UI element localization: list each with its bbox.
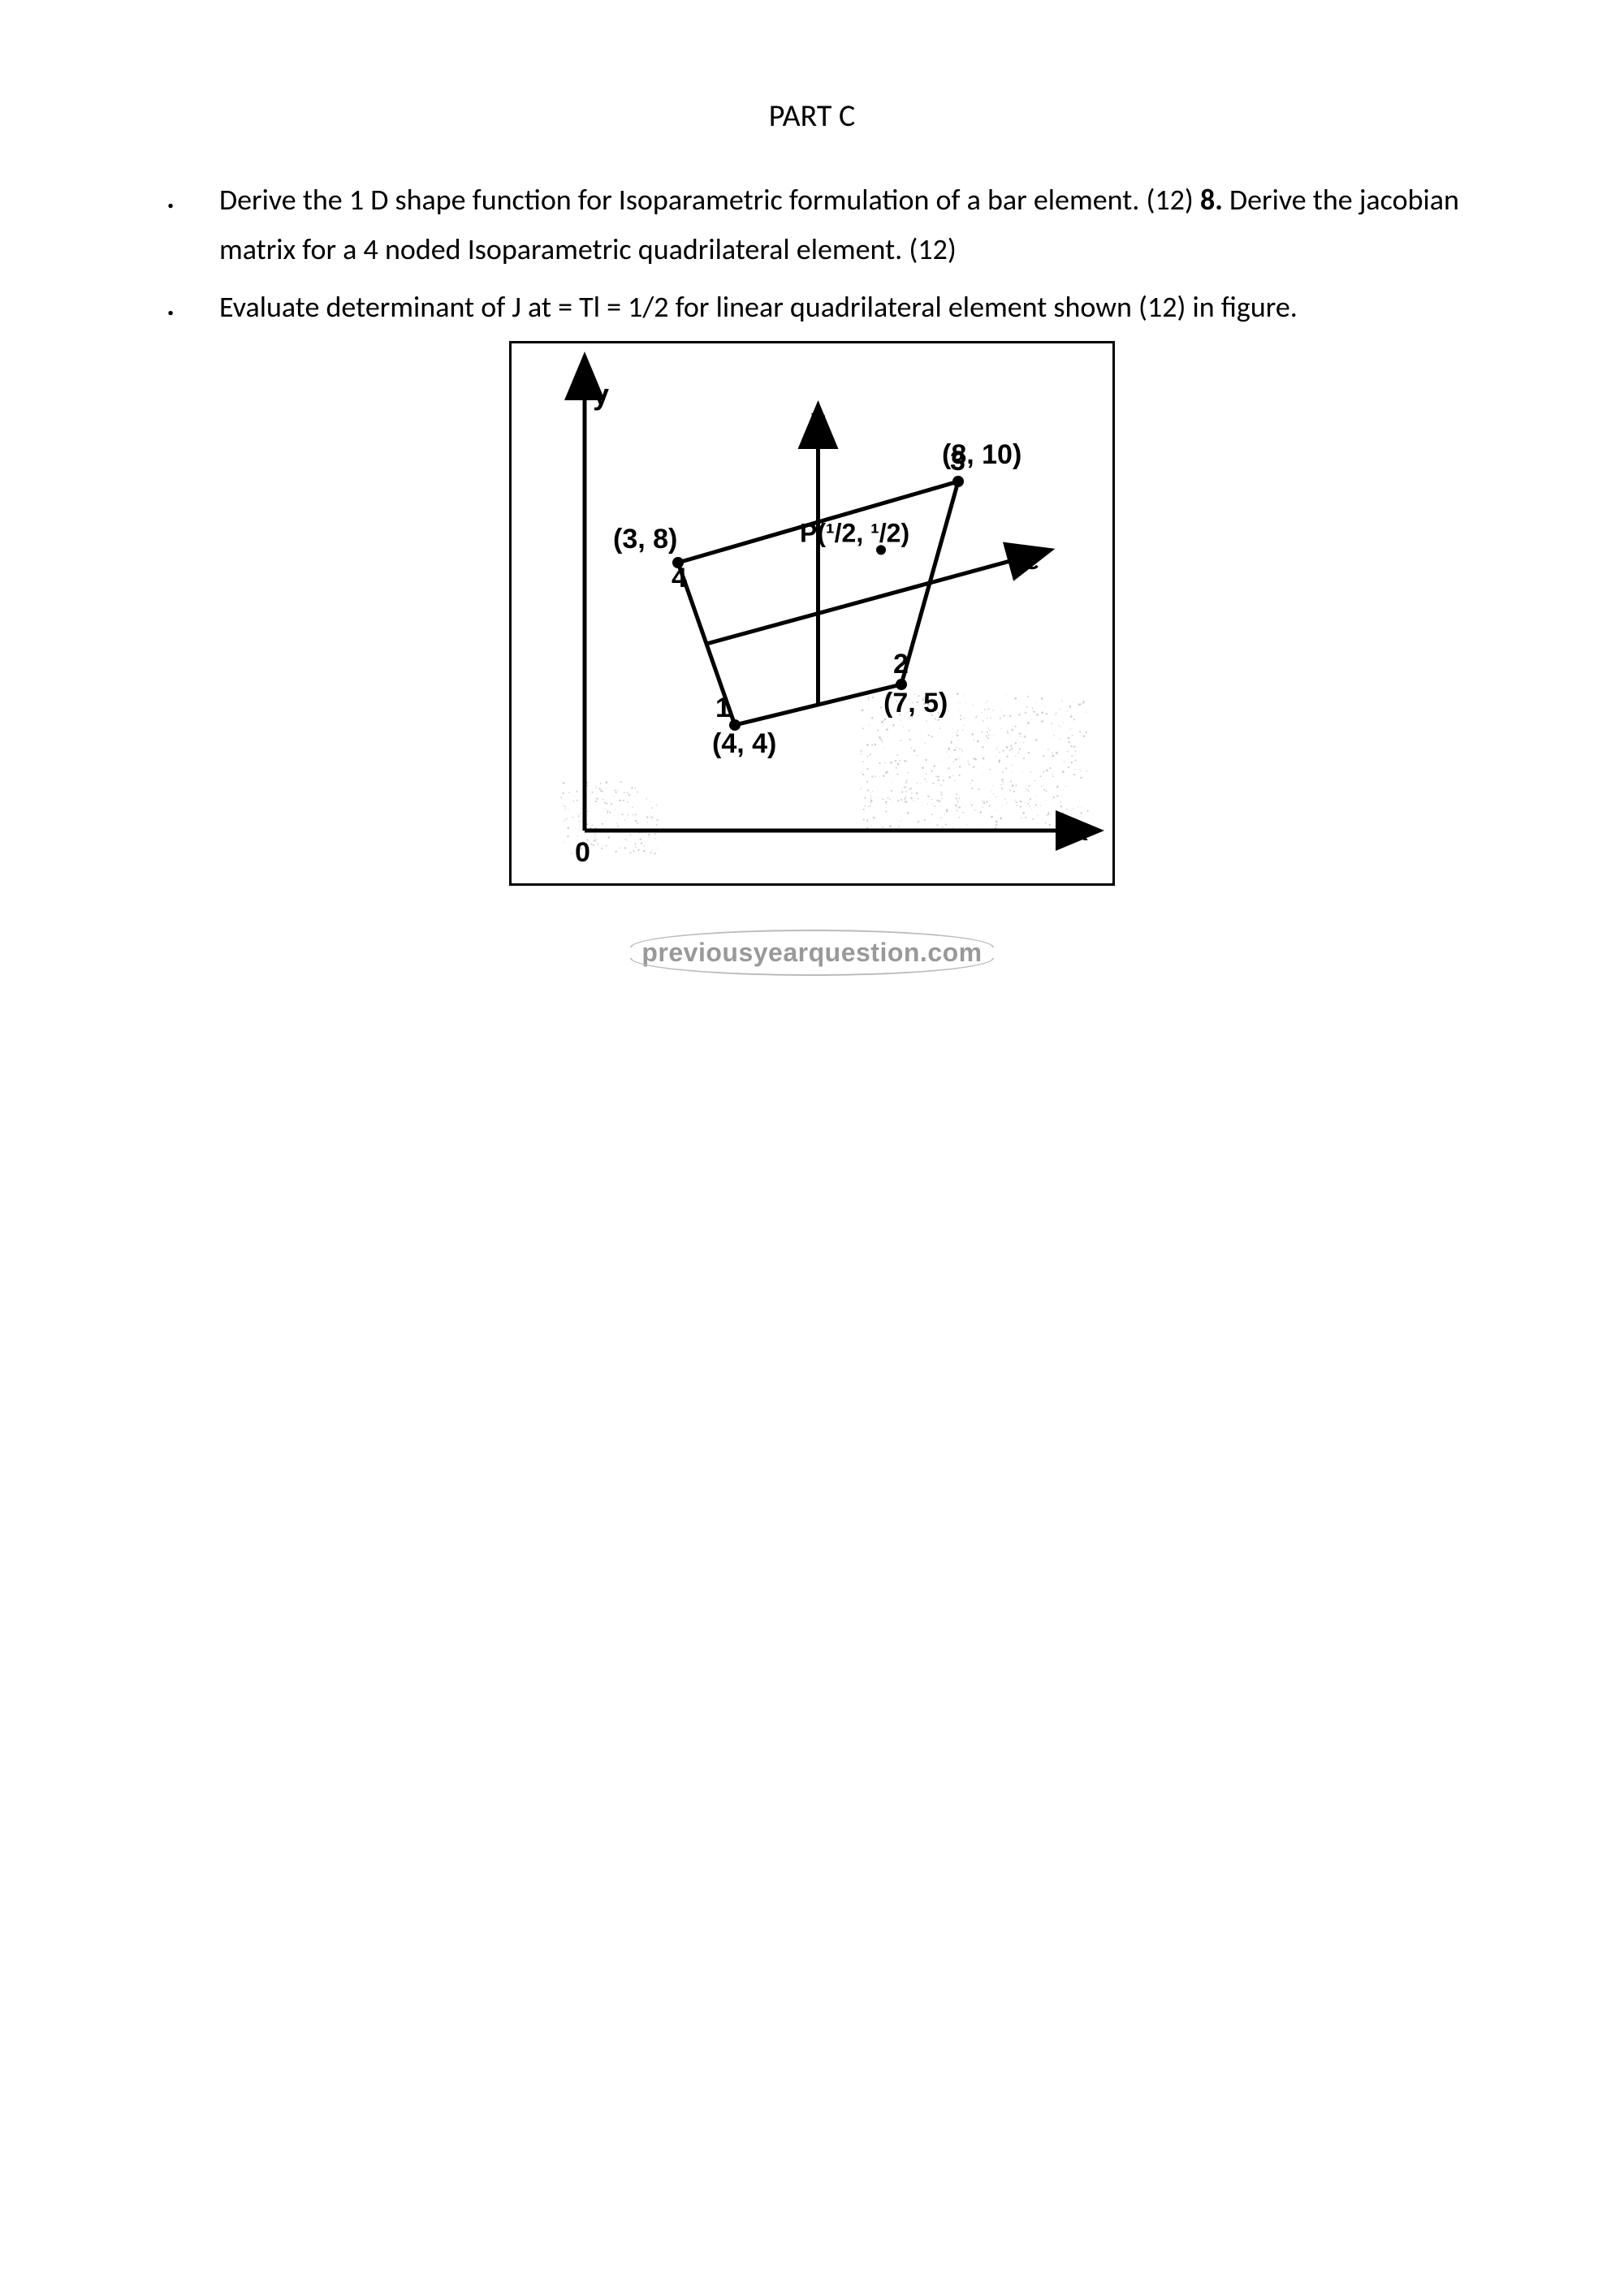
svg-text:(7, 5): (7, 5): [883, 688, 948, 719]
svg-text:η: η: [810, 404, 827, 434]
question-content: Derive the 1 D shape function for Isopar…: [219, 175, 1502, 274]
svg-text:2: 2: [893, 649, 909, 680]
svg-text:(8, 10): (8, 10): [942, 439, 1021, 470]
questions-container: .Derive the 1 D shape function for Isopa…: [122, 175, 1502, 333]
svg-text:x: x: [1072, 814, 1088, 847]
question-row: .Evaluate determinant of J at = Tl = 1/2…: [122, 283, 1502, 332]
question-text-span: Evaluate determinant of J at = Tl = 1/2 …: [219, 289, 1298, 325]
svg-text:4: 4: [672, 563, 687, 593]
question-text-span: Derive the 1 D shape function for Isopar…: [219, 182, 1200, 218]
svg-text:(4, 4): (4, 4): [712, 728, 776, 759]
figure-border: yx01(4, 4)2(7, 5)3(8, 10)4(3, 8)ηεP(¹/2,…: [509, 341, 1115, 886]
svg-text:P(¹/2, ¹/2): P(¹/2, ¹/2): [800, 518, 909, 547]
question-bullet: .: [122, 175, 219, 274]
svg-text:(3, 8): (3, 8): [613, 524, 677, 555]
figure-diagram: yx01(4, 4)2(7, 5)3(8, 10)4(3, 8)ηεP(¹/2,…: [512, 343, 1112, 879]
svg-text:y: y: [593, 378, 609, 411]
svg-text:0: 0: [575, 837, 590, 868]
question-row: .Derive the 1 D shape function for Isopa…: [122, 175, 1502, 274]
question-content: Evaluate determinant of J at = Tl = 1/2 …: [219, 283, 1502, 332]
watermark-wrap: previousyearquestion.com: [122, 934, 1502, 971]
part-title: PART C: [122, 97, 1502, 135]
watermark-text: previousyearquestion.com: [630, 934, 993, 971]
svg-text:1: 1: [715, 693, 731, 723]
question-text-span: 8.: [1200, 182, 1223, 218]
svg-text:ε: ε: [1026, 545, 1039, 576]
question-bullet: .: [122, 283, 219, 332]
figure-wrap: yx01(4, 4)2(7, 5)3(8, 10)4(3, 8)ηεP(¹/2,…: [122, 341, 1502, 886]
